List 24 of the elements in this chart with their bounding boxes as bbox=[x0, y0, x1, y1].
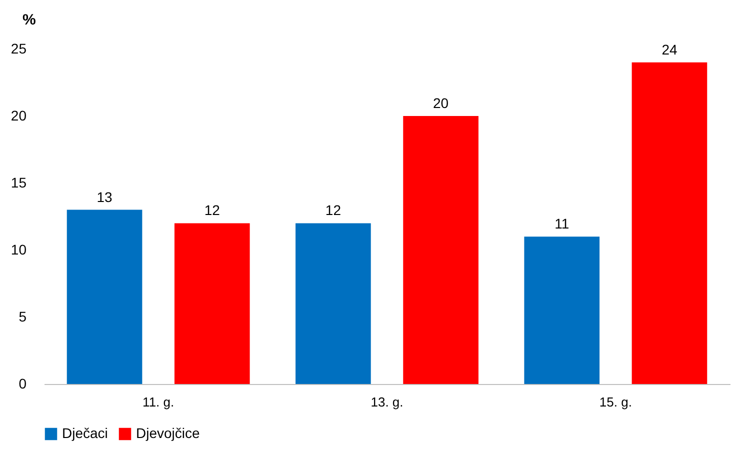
x-tick-label: 11. g. bbox=[142, 394, 174, 410]
y-tick-label: 15 bbox=[10, 174, 27, 190]
data-label: 12 bbox=[204, 202, 220, 218]
legend-label: Dječaci bbox=[62, 425, 108, 441]
data-label: 24 bbox=[662, 41, 678, 58]
y-tick-label: 5 bbox=[18, 308, 27, 324]
y-tick-label: 10 bbox=[10, 242, 27, 258]
y-tick-label: 0 bbox=[18, 376, 27, 392]
data-label: 11 bbox=[554, 216, 570, 232]
data-label: 20 bbox=[433, 95, 449, 111]
bar bbox=[296, 223, 371, 384]
y-tick-label: 25 bbox=[10, 40, 27, 56]
bar bbox=[174, 223, 250, 384]
bar bbox=[524, 236, 600, 384]
x-tick-label: 13. g. bbox=[370, 394, 404, 410]
bar bbox=[66, 210, 142, 384]
x-tick-label: 15. g. bbox=[599, 394, 632, 410]
bar bbox=[632, 62, 708, 384]
bar bbox=[403, 116, 478, 384]
data-label: 13 bbox=[96, 188, 113, 205]
y-axis-title: % bbox=[22, 12, 36, 28]
legend-label: Djevojčice bbox=[136, 425, 200, 441]
y-tick-label: 20 bbox=[10, 108, 27, 124]
data-label: 12 bbox=[325, 202, 342, 218]
